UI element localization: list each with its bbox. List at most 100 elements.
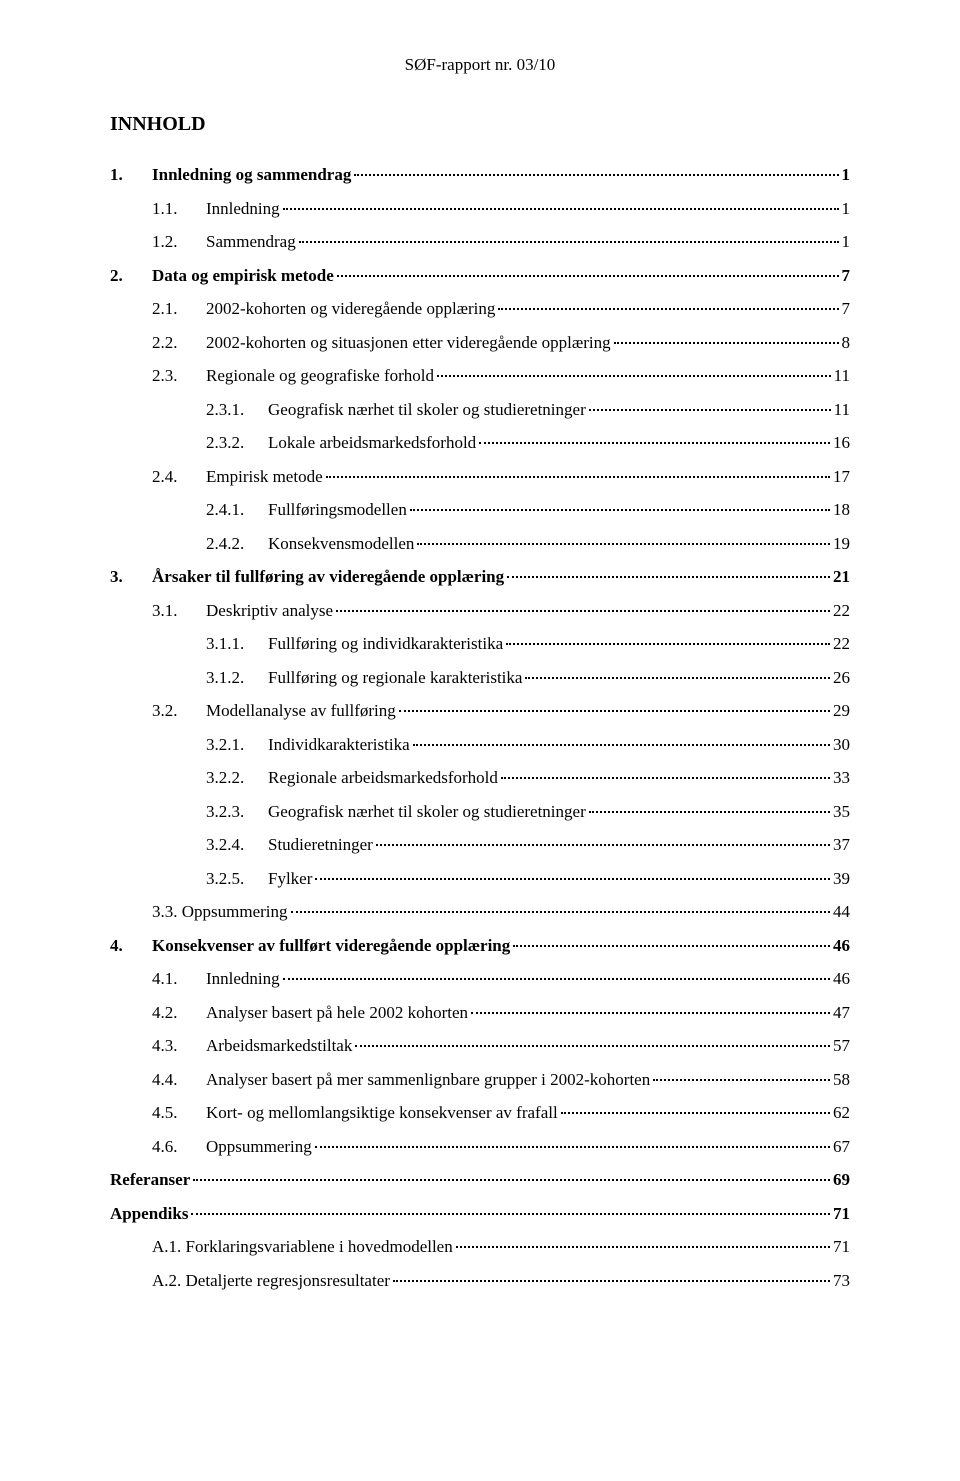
toc-entry-page: 58 bbox=[833, 1067, 850, 1093]
toc-entry-page: 44 bbox=[833, 899, 850, 925]
toc-entry-page: 21 bbox=[833, 564, 850, 590]
toc-entry-page: 19 bbox=[833, 531, 850, 557]
toc-dots-leader bbox=[191, 1213, 830, 1215]
toc-entry-number: 4.3. bbox=[152, 1033, 206, 1059]
toc-entry: 1.2.Sammendrag1 bbox=[110, 229, 850, 255]
toc-dots-leader bbox=[498, 308, 838, 310]
toc-entry-number: 3.2.3. bbox=[206, 799, 268, 825]
toc-dots-leader bbox=[299, 241, 839, 243]
toc-dots-leader bbox=[479, 442, 830, 444]
toc-entry-page: 7 bbox=[842, 296, 851, 322]
toc-title: INNHOLD bbox=[110, 113, 850, 136]
toc-entry-text: 2002-kohorten og videregående opplæring bbox=[206, 296, 495, 322]
toc-entry-number: 3.1.1. bbox=[206, 631, 268, 657]
toc-entry-number: 4.2. bbox=[152, 1000, 206, 1026]
toc-entry-page: 30 bbox=[833, 732, 850, 758]
toc-entry-number: 1.1. bbox=[152, 196, 206, 222]
toc-dots-leader bbox=[513, 945, 830, 947]
toc-entry: 2.4.Empirisk metode17 bbox=[110, 464, 850, 490]
toc-entry: 4.4.Analyser basert på mer sammenlignbar… bbox=[110, 1067, 850, 1093]
toc-entry-text: Innledning bbox=[206, 196, 280, 222]
toc-entry-page: 16 bbox=[833, 430, 850, 456]
toc-entry-text: Regionale arbeidsmarkedsforhold bbox=[268, 765, 498, 791]
toc-dots-leader bbox=[337, 275, 839, 277]
toc-entry-page: 29 bbox=[833, 698, 850, 724]
toc-entry-number: 4.5. bbox=[152, 1100, 206, 1126]
toc-entry-page: 71 bbox=[833, 1234, 850, 1260]
toc-entry: 2.3.2.Lokale arbeidsmarkedsforhold16 bbox=[110, 430, 850, 456]
toc-entry-page: 18 bbox=[833, 497, 850, 523]
toc-entry-page: 26 bbox=[833, 665, 850, 691]
toc-entry-text: Analyser basert på hele 2002 kohorten bbox=[206, 1000, 468, 1026]
toc-entry-text: Studieretninger bbox=[268, 832, 373, 858]
toc-entry-number: 3.1. bbox=[152, 598, 206, 624]
toc-entry-number: 4.1. bbox=[152, 966, 206, 992]
toc-dots-leader bbox=[501, 777, 830, 779]
toc-entry: Appendiks71 bbox=[110, 1201, 850, 1227]
toc-entry-text: Fylker bbox=[268, 866, 312, 892]
toc-entry-number: 2.3. bbox=[152, 363, 206, 389]
toc-entry-page: 73 bbox=[833, 1268, 850, 1294]
toc-entry-number: 3. bbox=[110, 564, 152, 590]
toc-entry-number: 3.2.2. bbox=[206, 765, 268, 791]
toc-entry: 3.2.Modellanalyse av fullføring29 bbox=[110, 698, 850, 724]
toc-entry: 4.Konsekvenser av fullført videregående … bbox=[110, 933, 850, 959]
toc-entry-text: Konsekvenser av fullført videregående op… bbox=[152, 933, 510, 959]
toc-dots-leader bbox=[506, 643, 830, 645]
toc-dots-leader bbox=[315, 878, 830, 880]
toc-entry-text: 2002-kohorten og situasjonen etter vider… bbox=[206, 330, 611, 356]
toc-entry-text: A.1. Forklaringsvariablene i hovedmodell… bbox=[152, 1234, 453, 1260]
toc-dots-leader bbox=[413, 744, 830, 746]
toc-entry-text: Analyser basert på mer sammenlignbare gr… bbox=[206, 1067, 650, 1093]
toc-entry-text: Innledning bbox=[206, 966, 280, 992]
toc-entry: 2.4.1.Fullføringsmodellen 18 bbox=[110, 497, 850, 523]
toc-dots-leader bbox=[417, 543, 830, 545]
toc-entry-page: 7 bbox=[842, 263, 851, 289]
toc-entry: 4.3.Arbeidsmarkedstiltak57 bbox=[110, 1033, 850, 1059]
toc-entry: 3.3. Oppsummering44 bbox=[110, 899, 850, 925]
toc-entry: 3.1.Deskriptiv analyse22 bbox=[110, 598, 850, 624]
toc-entry-text: Arbeidsmarkedstiltak bbox=[206, 1033, 352, 1059]
toc-entry-number: 2.4.1. bbox=[206, 497, 268, 523]
toc-entry-text: Deskriptiv analyse bbox=[206, 598, 333, 624]
toc-entry-text: Fullføringsmodellen bbox=[268, 497, 407, 523]
toc-entry-page: 39 bbox=[833, 866, 850, 892]
toc-entry: 3.2.3.Geografisk nærhet til skoler og st… bbox=[110, 799, 850, 825]
toc-entry-text: Fullføring og regionale karakteristika bbox=[268, 665, 522, 691]
toc-entry-page: 62 bbox=[833, 1100, 850, 1126]
toc-entry: 3.2.1.Individkarakteristika30 bbox=[110, 732, 850, 758]
toc-entry-page: 35 bbox=[833, 799, 850, 825]
toc-entry-text: Referanser bbox=[110, 1167, 190, 1193]
toc-entry-page: 37 bbox=[833, 832, 850, 858]
toc-entry-number: 3.1.2. bbox=[206, 665, 268, 691]
toc-entry: 3.1.1.Fullføring og individkarakteristik… bbox=[110, 631, 850, 657]
toc-entry-number: 3.2.1. bbox=[206, 732, 268, 758]
toc-dots-leader bbox=[354, 174, 838, 176]
toc-entry-page: 8 bbox=[842, 330, 851, 356]
toc-dots-leader bbox=[589, 409, 831, 411]
toc-entry-number: 2.4. bbox=[152, 464, 206, 490]
toc-dots-leader bbox=[456, 1246, 830, 1248]
toc-entry-number: 2. bbox=[110, 263, 152, 289]
toc-dots-leader bbox=[471, 1012, 830, 1014]
toc-entry-text: Fullføring og individkarakteristika bbox=[268, 631, 503, 657]
toc-entry-page: 33 bbox=[833, 765, 850, 791]
toc-entry-number: 4.6. bbox=[152, 1134, 206, 1160]
toc-entry-text: A.2. Detaljerte regresjonsresultater bbox=[152, 1268, 390, 1294]
toc-entry-page: 46 bbox=[833, 966, 850, 992]
toc-dots-leader bbox=[561, 1112, 830, 1114]
toc-entry-number: 2.1. bbox=[152, 296, 206, 322]
toc-entry-text: Sammendrag bbox=[206, 229, 296, 255]
toc-entry-text: Oppsummering bbox=[206, 1134, 312, 1160]
toc-dots-leader bbox=[291, 911, 830, 913]
toc-entry: 1.Innledning og sammendrag1 bbox=[110, 162, 850, 188]
toc-dots-leader bbox=[336, 610, 830, 612]
toc-entry-text: Årsaker til fullføring av videregående o… bbox=[152, 564, 504, 590]
toc-entry-page: 22 bbox=[833, 631, 850, 657]
toc-dots-leader bbox=[507, 576, 830, 578]
toc-entry-text: Appendiks bbox=[110, 1201, 188, 1227]
toc-entry-number: 4. bbox=[110, 933, 152, 959]
toc-entry-page: 1 bbox=[842, 162, 851, 188]
toc-dots-leader bbox=[589, 811, 830, 813]
toc-entry: 3.Årsaker til fullføring av videregående… bbox=[110, 564, 850, 590]
